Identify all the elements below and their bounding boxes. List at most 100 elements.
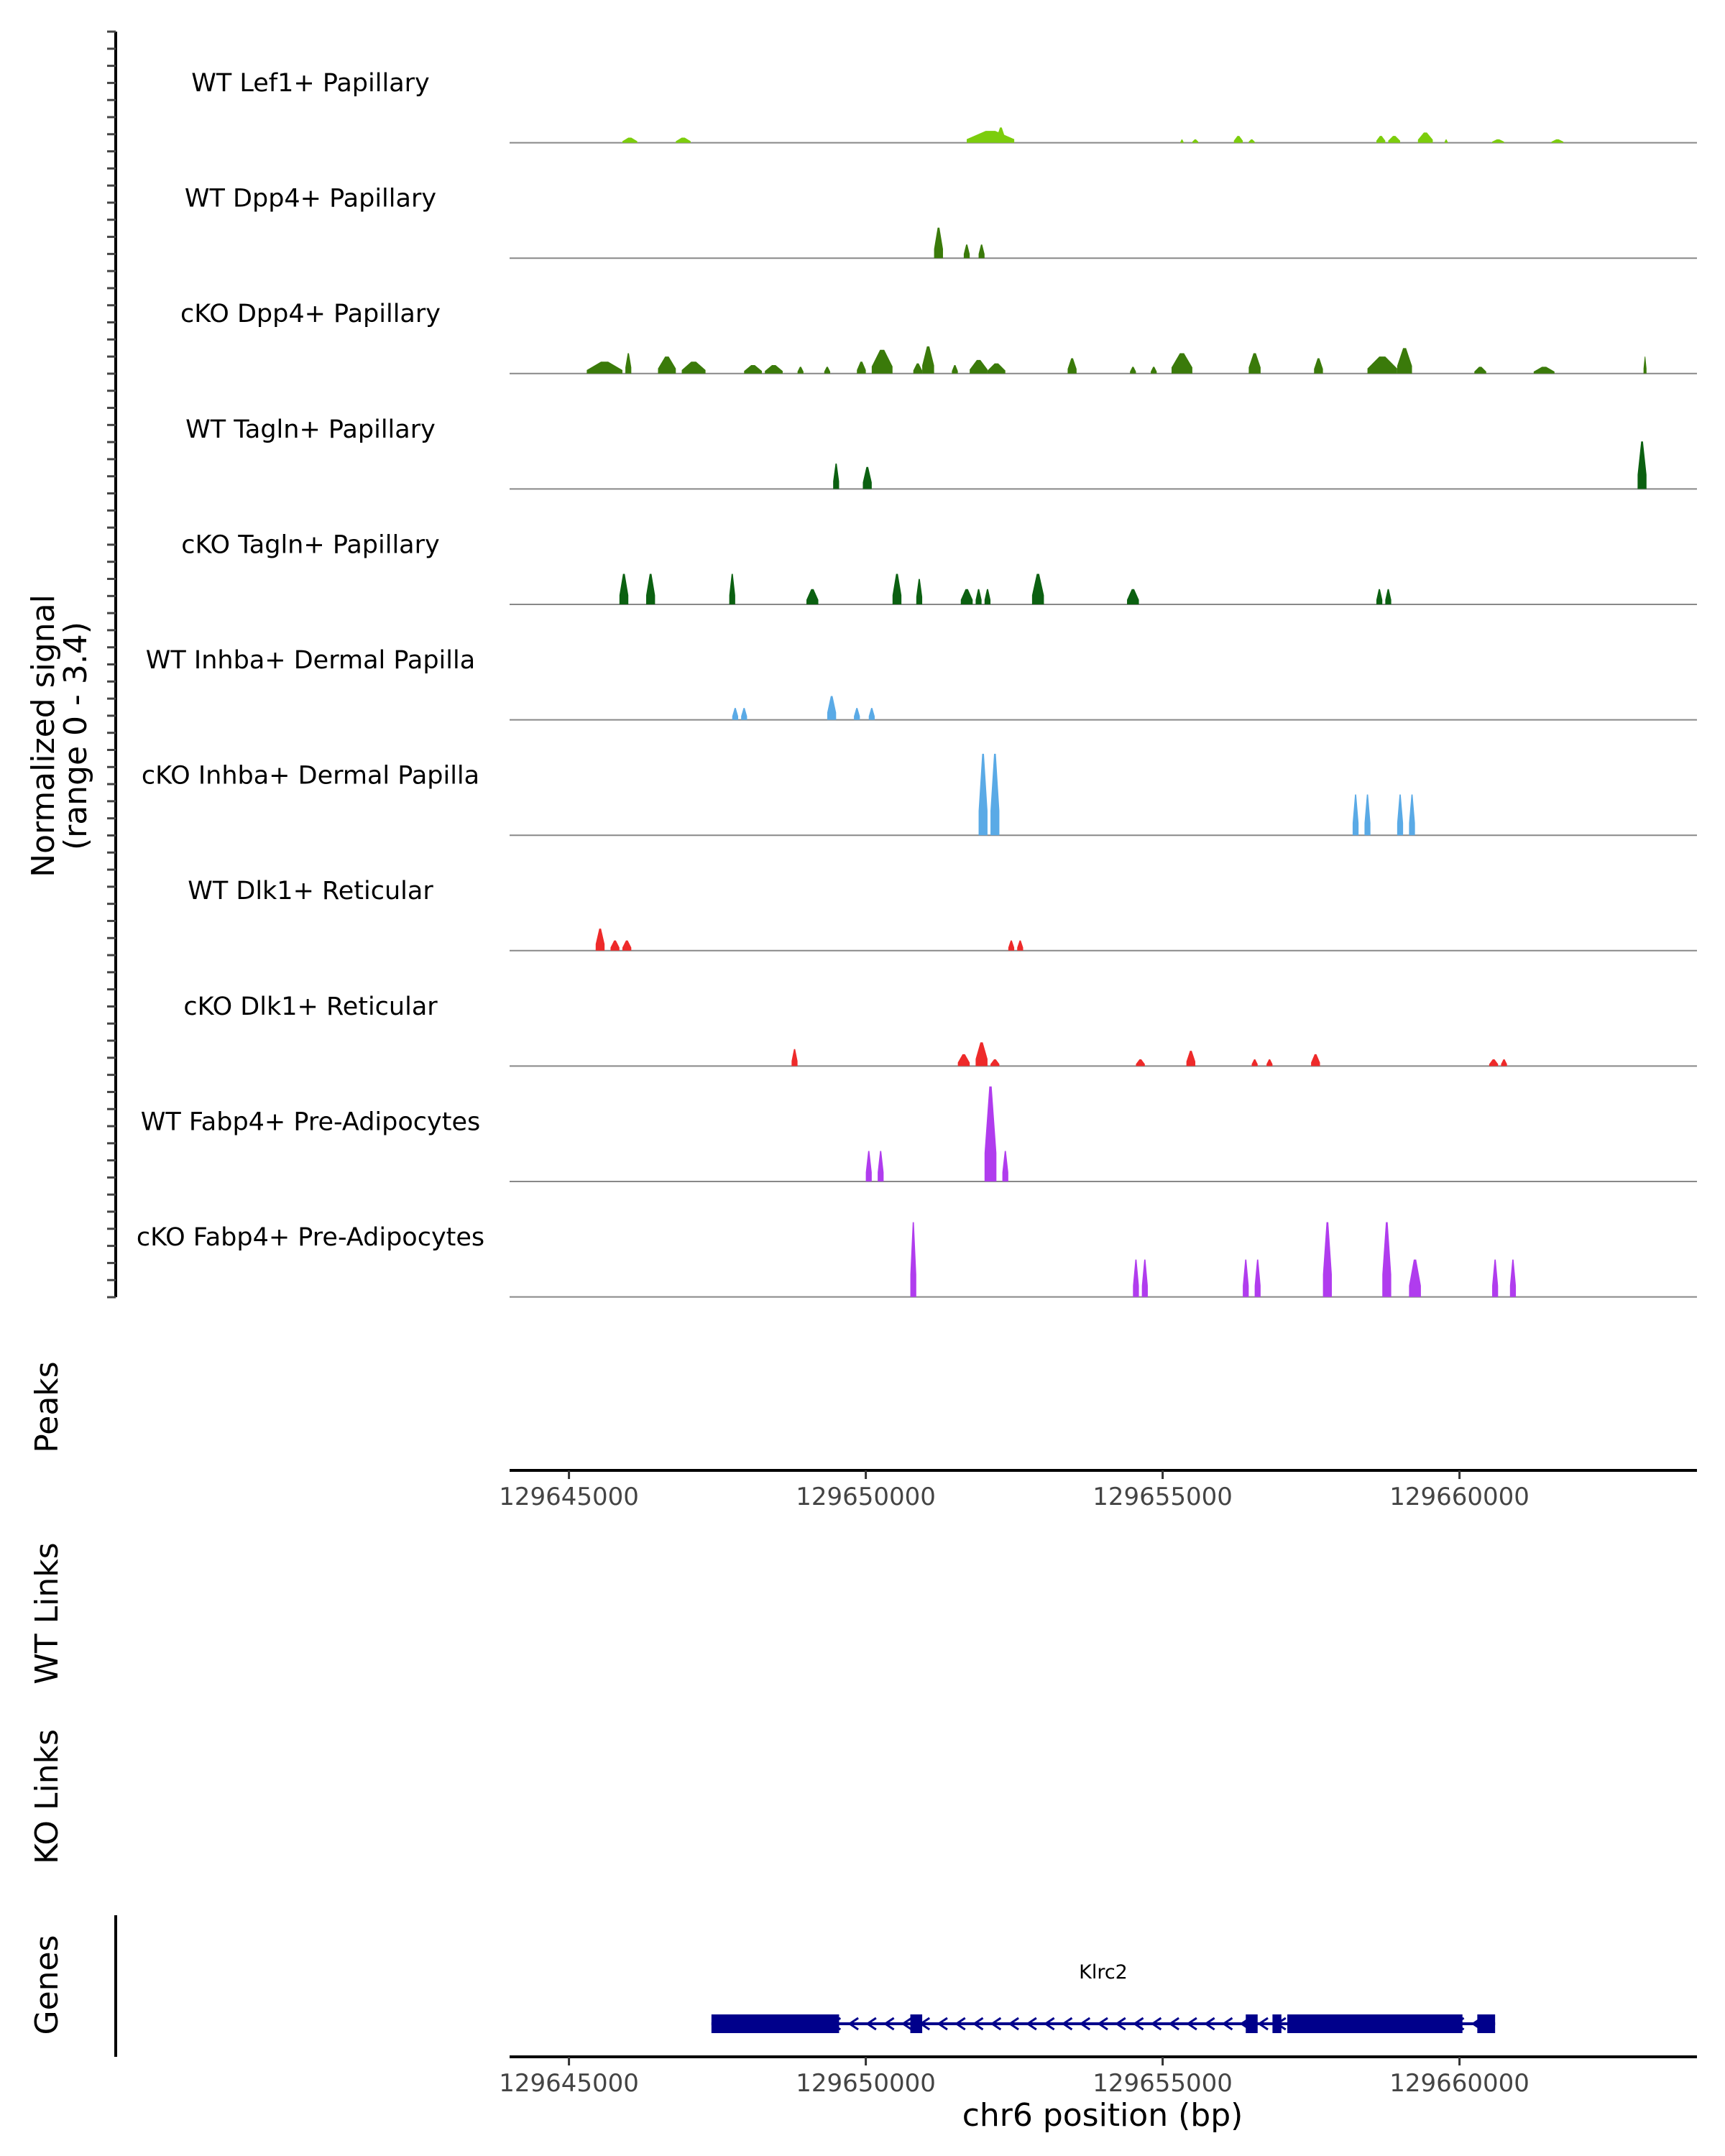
- signal-peak: [892, 573, 902, 604]
- signal-peak: [952, 364, 958, 374]
- signal-peak: [1492, 1259, 1499, 1297]
- signal-peak: [871, 349, 893, 374]
- signal-peak: [1151, 367, 1157, 374]
- strand-arrow: [1132, 2017, 1144, 2031]
- signal-peak: [622, 940, 632, 951]
- signal-peak: [791, 1049, 798, 1067]
- signal-peak: [963, 244, 970, 259]
- signal-peak: [729, 573, 735, 604]
- signal-peak: [1643, 356, 1647, 374]
- track-label: WT Inhba+ Dermal Papilla: [146, 646, 475, 675]
- signal-peak: [1008, 940, 1015, 951]
- track-label: WT Lef1+ Papillary: [191, 69, 430, 98]
- x-tick-label: 129660000: [1389, 2069, 1530, 2098]
- x-tick-label: 129645000: [499, 2069, 639, 2098]
- signal-peak: [1397, 348, 1412, 374]
- signal-peak: [622, 137, 638, 143]
- strand-arrow: [883, 2017, 895, 2031]
- signal-peak: [625, 353, 632, 374]
- signal-peak: [996, 127, 1006, 143]
- signal-peak: [1233, 136, 1243, 143]
- signal-peak: [1017, 940, 1024, 951]
- signal-peak: [1141, 1259, 1148, 1297]
- track-label: cKO Dpp4+ Papillary: [180, 300, 441, 328]
- signal-peak: [645, 573, 656, 604]
- signal-peak: [1409, 1259, 1421, 1297]
- signal-peak: [862, 466, 872, 489]
- gene-exon: [1272, 2014, 1282, 2033]
- signal-peak: [1551, 139, 1564, 143]
- signal-peak: [1031, 573, 1044, 604]
- wt-links-panel-label: WT Links: [29, 1542, 65, 1684]
- x-tick-label: 129650000: [796, 2069, 936, 2098]
- track-area: [510, 127, 1697, 1298]
- signal-peak: [741, 708, 748, 720]
- track-label: WT Dpp4+ Papillary: [185, 185, 436, 213]
- signal-peak: [1397, 794, 1404, 836]
- signal-peak: [806, 589, 819, 604]
- signal-peak: [1492, 139, 1504, 143]
- strand-arrow: [1115, 2017, 1126, 2031]
- track-label: WT Dlk1+ Reticular: [188, 877, 433, 906]
- x-tick-label: 129655000: [1092, 2069, 1233, 2098]
- signal-peak: [1385, 589, 1392, 604]
- genes-panel-label: Genes: [29, 1935, 65, 2035]
- strand-arrow: [937, 2017, 948, 2031]
- signal-peak: [913, 363, 923, 374]
- strand-arrow: [990, 2017, 1002, 2031]
- signal-peak: [1127, 589, 1139, 604]
- signal-peak: [922, 346, 934, 374]
- signal-peak: [967, 131, 1015, 143]
- signal-peak: [586, 361, 622, 374]
- signal-peak: [984, 589, 991, 604]
- signal-peak: [1376, 136, 1386, 143]
- signal-peak: [960, 589, 973, 604]
- signal-peak: [1376, 589, 1383, 604]
- strand-arrow: [1097, 2017, 1108, 2031]
- signal-peak: [1489, 1059, 1499, 1067]
- signal-peak: [978, 753, 988, 836]
- xlabel: chr6 position (bp): [962, 2097, 1243, 2134]
- genes-x-axis: 129645000 129650000 129655000 129660000: [499, 2055, 1697, 2098]
- track-label: cKO Tagln+ Papillary: [181, 530, 440, 559]
- signal-peak: [1248, 353, 1261, 374]
- signal-peak: [975, 589, 982, 604]
- strand-arrow: [1168, 2017, 1179, 2031]
- signal-peak: [1311, 1054, 1320, 1067]
- signal-peak: [1186, 1051, 1196, 1067]
- strand-arrow: [1221, 2017, 1233, 2031]
- ylabel-range: (range 0 - 3.4): [58, 622, 94, 850]
- strand-arrow: [1043, 2017, 1055, 2031]
- signal-peak: [833, 463, 840, 489]
- gene-exon: [711, 2014, 840, 2033]
- gene-exon: [1287, 2014, 1463, 2033]
- signal-peak: [827, 696, 837, 720]
- signal-peak: [990, 753, 1000, 836]
- track-label: cKO Inhba+ Dermal Papilla: [142, 762, 479, 791]
- signal-peak: [610, 940, 620, 951]
- strand-arrow: [1061, 2017, 1073, 2031]
- signal-peak: [865, 1151, 872, 1181]
- signal-peak: [1417, 132, 1433, 143]
- signal-peak: [1474, 367, 1486, 374]
- ko-links-panel-label: KO Links: [29, 1729, 65, 1864]
- signal-peak: [1248, 139, 1255, 143]
- signal-peak: [1444, 139, 1448, 143]
- signal-peak: [1171, 353, 1192, 374]
- signal-peak: [1409, 794, 1415, 836]
- signal-peak: [1382, 1222, 1392, 1297]
- strand-arrow: [1008, 2017, 1019, 2031]
- signal-peak: [681, 361, 706, 374]
- strand-arrow: [847, 2017, 859, 2031]
- strand-arrow: [972, 2017, 984, 2031]
- signal-peak: [1501, 1059, 1507, 1067]
- signal-peak: [978, 244, 985, 259]
- strand-arrow: [1257, 2017, 1269, 2031]
- signal-peak: [1637, 441, 1647, 489]
- peaks-panel-label: Peaks: [29, 1361, 65, 1452]
- signal-peak: [1533, 367, 1555, 374]
- track-label: WT Fabp4+ Pre-Adipocytes: [141, 1107, 480, 1136]
- signal-peak: [797, 367, 804, 374]
- strand-arrow: [1203, 2017, 1215, 2031]
- strand-arrow: [865, 2017, 877, 2031]
